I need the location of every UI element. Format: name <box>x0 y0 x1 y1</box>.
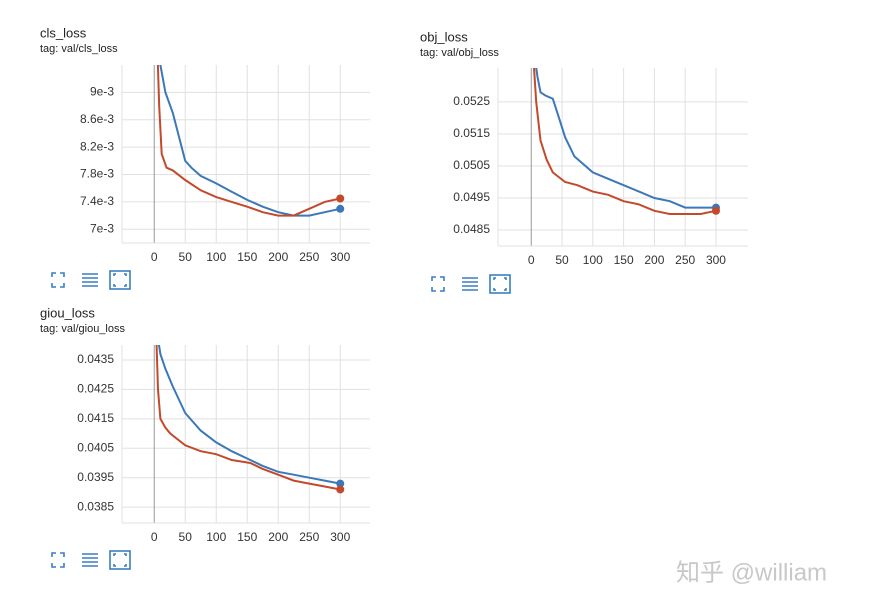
x-tick-label: 150 <box>237 250 257 264</box>
y-tick-label: 7.4e-3 <box>80 194 114 208</box>
x-tick-label: 300 <box>706 253 726 267</box>
y-tick-label: 0.0505 <box>453 158 490 172</box>
lines-icon[interactable] <box>82 553 98 567</box>
fit-icon[interactable] <box>109 550 131 570</box>
x-tick-label: 100 <box>206 530 226 544</box>
x-tick-label: 150 <box>237 530 257 544</box>
fullscreen-icon[interactable] <box>51 272 65 288</box>
series-line <box>533 68 717 215</box>
y-tick-label: 0.0395 <box>77 470 114 484</box>
fit-icon[interactable] <box>489 274 511 294</box>
y-tick-label: 0.0485 <box>453 222 490 236</box>
x-tick-label: 250 <box>299 530 319 544</box>
fullscreen-icon[interactable] <box>51 552 65 568</box>
x-tick-label: 50 <box>179 530 193 544</box>
x-tick-label: 200 <box>268 250 288 264</box>
series-line <box>535 68 716 209</box>
chart-subtitle: tag: val/cls_loss <box>40 43 118 55</box>
y-tick-label: 0.0405 <box>77 440 114 454</box>
y-tick-label: 8.6e-3 <box>80 112 114 126</box>
toolbar <box>431 274 511 294</box>
fit-icon-inner[interactable] <box>113 273 127 287</box>
plot <box>156 65 341 217</box>
fit-icon[interactable] <box>109 270 131 290</box>
x-tick-label: 100 <box>583 253 603 267</box>
y-tick-label: 7.8e-3 <box>80 167 114 181</box>
toolbar <box>51 550 131 570</box>
end-point <box>336 204 345 213</box>
plot <box>155 345 341 491</box>
y-tick-label: 0.0515 <box>453 126 490 140</box>
x-tick-label: 50 <box>179 250 193 264</box>
x-tick-label: 300 <box>330 250 350 264</box>
y-tick-label: 0.0435 <box>77 352 114 366</box>
lines-icon[interactable] <box>462 277 478 291</box>
x-tick-label: 100 <box>206 250 226 264</box>
plot <box>533 68 717 215</box>
x-tick-label: 300 <box>330 530 350 544</box>
x-tick-label: 0 <box>528 253 535 267</box>
y-tick-label: 9e-3 <box>90 85 114 99</box>
x-tick-label: 250 <box>299 250 319 264</box>
series-line <box>159 65 341 217</box>
chart-subtitle: tag: val/giou_loss <box>40 323 125 335</box>
y-tick-label: 0.0425 <box>77 382 114 396</box>
y-tick-label: 8.2e-3 <box>80 139 114 153</box>
x-tick-label: 0 <box>151 250 158 264</box>
y-tick-label: 0.0495 <box>453 190 490 204</box>
watermark: 知乎 @william <box>676 559 827 586</box>
chart-title: cls_loss <box>40 25 87 40</box>
end-point <box>336 485 345 494</box>
x-tick-label: 150 <box>614 253 634 267</box>
x-tick-label: 250 <box>675 253 695 267</box>
fit-icon-inner[interactable] <box>493 277 507 291</box>
end-point <box>336 479 345 488</box>
series-line <box>157 345 341 485</box>
y-tick-label: 0.0525 <box>453 94 490 108</box>
x-tick-label: 0 <box>151 530 158 544</box>
fullscreen-icon[interactable] <box>431 276 445 292</box>
chart-title: obj_loss <box>420 29 468 44</box>
series-line <box>155 345 341 491</box>
lines-icon[interactable] <box>82 273 98 287</box>
y-tick-label: 0.0385 <box>77 499 114 513</box>
series-line <box>156 65 341 217</box>
fit-icon-inner[interactable] <box>113 553 127 567</box>
x-tick-label: 200 <box>268 530 288 544</box>
y-tick-label: 7e-3 <box>90 221 114 235</box>
chart-title: giou_loss <box>40 305 95 320</box>
x-tick-label: 200 <box>644 253 664 267</box>
end-point <box>711 206 720 215</box>
toolbar <box>51 270 131 290</box>
chart-subtitle: tag: val/obj_loss <box>420 47 499 59</box>
x-tick-label: 50 <box>555 253 569 267</box>
end-point <box>336 194 345 203</box>
y-tick-label: 0.0415 <box>77 411 114 425</box>
